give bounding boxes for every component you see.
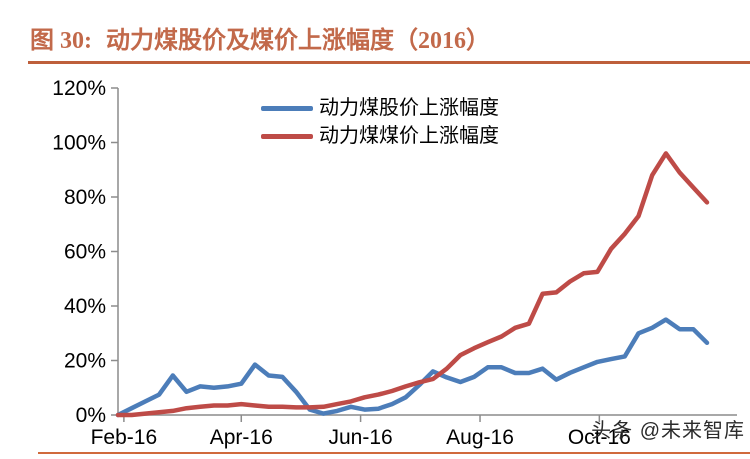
stock-line-swatch [261, 105, 313, 111]
chart-area: 0% 20% 40% 60% 80% 100% 120% Feb-16 Apr-16 Jun-16… [0, 66, 750, 459]
x-tick-label: Aug-16 [446, 426, 514, 449]
stock-price-line [115, 317, 710, 418]
legend-label-coal: 动力煤煤价上涨幅度 [319, 125, 499, 147]
line-chart: 0% 20% 40% 60% 80% 100% 120% Feb-16 Apr-16 Jun-16… [52, 77, 737, 449]
chart-legend: 动力煤股价上涨幅度 动力煤煤价上涨幅度 [261, 94, 499, 150]
title-underline [28, 61, 750, 64]
coal-price-line [115, 151, 710, 418]
y-tick-label: 100% [52, 132, 106, 155]
watermark: 头条 @未来智库 [591, 420, 745, 442]
x-tick-label: Oct-16 [568, 426, 631, 449]
figure-title: 图 30: 动力煤股价及煤价上涨幅度（2016） [30, 20, 490, 56]
bottom-border-line [38, 452, 750, 454]
figure-number: 图 30: [30, 28, 92, 54]
coal-line-swatch [261, 133, 313, 139]
x-tick-label: Jun-16 [328, 426, 392, 449]
legend-item-coal: 动力煤煤价上涨幅度 [261, 122, 499, 150]
x-tick-label: Feb-16 [91, 426, 158, 449]
y-tick-label: 120% [52, 77, 106, 100]
legend-label-stock: 动力煤股价上涨幅度 [319, 97, 499, 119]
figure-title-text: 动力煤股价及煤价上涨幅度（2016） [106, 28, 490, 54]
legend-item-stock: 动力煤股价上涨幅度 [261, 94, 499, 122]
y-tick-label: 80% [64, 186, 106, 209]
y-tick-label: 20% [64, 350, 106, 373]
y-tick-label: 40% [64, 295, 106, 318]
y-tick-label: 60% [64, 241, 106, 264]
x-tick-label: Apr-16 [210, 426, 273, 449]
y-tick-label: 0% [76, 404, 106, 427]
